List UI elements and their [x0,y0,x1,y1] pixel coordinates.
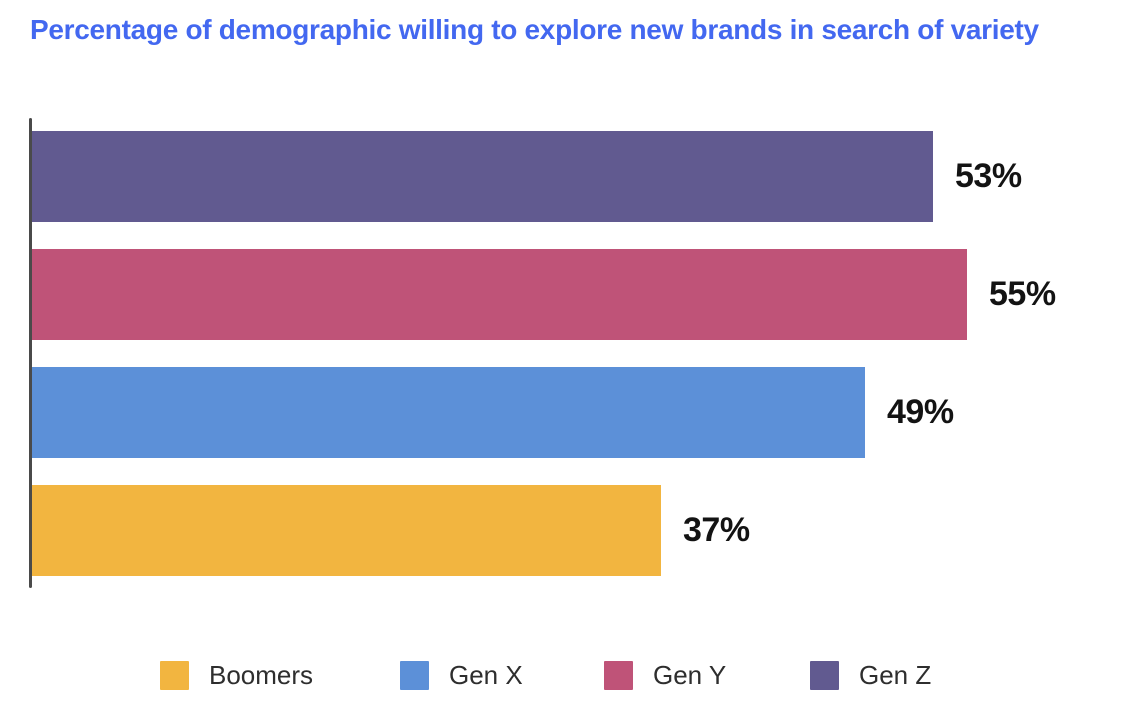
bar-gen-z [32,131,933,222]
bar-row-boomers: 37% [32,485,1056,576]
legend-item-gen-y: Gen Y [604,660,726,690]
legend-label-gen-y: Gen Y [653,659,727,690]
bar-row-gen-x: 49% [32,367,1056,458]
legend-swatch-gen-z [810,660,839,690]
bar-gen-x [32,367,865,458]
legend-swatch-boomers [160,660,189,690]
bar-boomers [32,485,661,576]
y-axis-line [29,118,32,588]
legend-swatch-gen-y [604,660,633,690]
chart-title: Percentage of demographic willing to exp… [30,14,1039,45]
value-label-gen-x: 49% [887,393,954,431]
legend-item-gen-x: Gen X [400,660,523,690]
plot-area: 53% 55% 49% 37% [29,118,1056,588]
bar-gen-y [32,249,967,340]
bar-row-gen-y: 55% [32,249,1056,340]
legend-label-gen-x: Gen X [449,659,523,690]
value-label-gen-z: 53% [955,157,1022,195]
legend-item-gen-z: Gen Z [810,660,931,690]
bar-row-gen-z: 53% [32,131,1056,222]
legend-item-boomers: Boomers [160,660,313,690]
legend: Boomers Gen X Gen Y Gen Z [0,660,1140,692]
legend-label-gen-z: Gen Z [859,659,932,690]
value-label-gen-y: 55% [989,275,1056,313]
legend-label-boomers: Boomers [209,659,314,690]
value-label-boomers: 37% [683,511,750,549]
bars-container: 53% 55% 49% 37% [32,131,1056,576]
legend-swatch-gen-x [400,660,429,690]
